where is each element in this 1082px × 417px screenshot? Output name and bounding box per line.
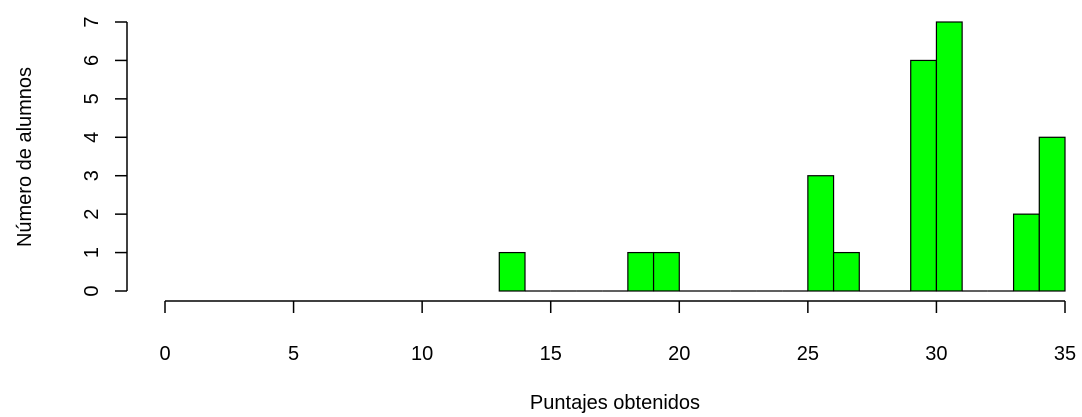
histogram-bar [807, 175, 835, 292]
histogram-bar [498, 251, 526, 292]
x-tick-label: 10 [411, 343, 433, 365]
x-tick-label: 5 [288, 343, 299, 365]
y-tick-label: 4 [81, 132, 103, 143]
x-tick-label: 20 [668, 343, 690, 365]
histogram-bar [652, 251, 680, 292]
x-tick-label: 35 [1054, 343, 1076, 365]
x-tick-label: 0 [159, 343, 170, 365]
histogram-bar [910, 59, 938, 292]
x-axis-title: Puntajes obtenidos [530, 392, 700, 414]
y-tick-label: 0 [81, 285, 103, 296]
y-axis-title: Número de alumnos [14, 67, 36, 247]
bars-group [498, 21, 1066, 292]
histogram-bar [627, 251, 655, 292]
x-tick-label: 25 [797, 343, 819, 365]
x-tick-label: 15 [540, 343, 562, 365]
x-tick-label: 30 [925, 343, 947, 365]
histogram-bar [1012, 213, 1040, 292]
y-tick-label: 5 [81, 93, 103, 104]
y-tick-label: 3 [81, 170, 103, 181]
histogram-bar [832, 251, 860, 292]
histogram-bar [935, 21, 963, 292]
y-tick-label: 6 [81, 55, 103, 66]
y-tick-label: 2 [81, 209, 103, 220]
histogram-bar [1038, 136, 1066, 292]
y-axis: 0 1 2 3 4 5 6 7 [81, 16, 128, 297]
x-axis: 0 5 10 15 20 25 30 35 [159, 300, 1076, 365]
y-tick-label: 1 [81, 247, 103, 258]
y-tick-label: 7 [81, 16, 103, 27]
